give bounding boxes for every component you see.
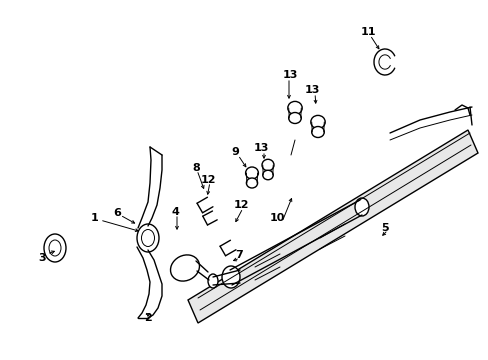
Ellipse shape: [246, 178, 257, 188]
Text: 3: 3: [38, 253, 46, 263]
Ellipse shape: [288, 112, 301, 123]
Text: 5: 5: [381, 223, 388, 233]
Ellipse shape: [245, 167, 258, 179]
Text: 1: 1: [91, 213, 99, 223]
Ellipse shape: [137, 224, 159, 252]
Ellipse shape: [207, 274, 218, 288]
Text: 8: 8: [192, 163, 200, 173]
Text: 13: 13: [282, 70, 297, 80]
Ellipse shape: [44, 234, 66, 262]
Text: 2: 2: [144, 313, 152, 323]
Text: 6: 6: [113, 208, 121, 218]
Ellipse shape: [311, 126, 324, 138]
Text: 13: 13: [304, 85, 319, 95]
Ellipse shape: [287, 102, 302, 114]
Ellipse shape: [170, 255, 199, 281]
Ellipse shape: [354, 198, 368, 216]
Ellipse shape: [141, 230, 154, 247]
Text: 13: 13: [253, 143, 268, 153]
Text: 10: 10: [269, 213, 284, 223]
Ellipse shape: [222, 266, 240, 288]
Text: 12: 12: [200, 175, 215, 185]
Ellipse shape: [262, 159, 273, 171]
Text: 4: 4: [171, 207, 179, 217]
Ellipse shape: [262, 170, 273, 180]
Text: 11: 11: [360, 27, 375, 37]
Text: 12: 12: [233, 200, 248, 210]
Ellipse shape: [310, 116, 325, 129]
Ellipse shape: [49, 240, 61, 256]
Text: 7: 7: [235, 250, 243, 260]
Text: 9: 9: [231, 147, 239, 157]
Polygon shape: [187, 130, 477, 323]
